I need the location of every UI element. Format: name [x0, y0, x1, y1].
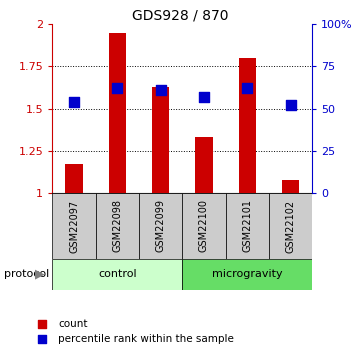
- Text: control: control: [98, 269, 136, 279]
- Text: GSM22098: GSM22098: [112, 199, 122, 253]
- Bar: [52, 193, 96, 259]
- Bar: [226, 193, 269, 259]
- Point: [71, 99, 77, 105]
- Text: GSM22102: GSM22102: [286, 199, 296, 253]
- Bar: [139, 193, 182, 259]
- Text: GDS928 / 870: GDS928 / 870: [132, 9, 229, 23]
- Point: [114, 86, 120, 91]
- Point: [201, 94, 207, 100]
- Text: GSM22100: GSM22100: [199, 199, 209, 253]
- Text: percentile rank within the sample: percentile rank within the sample: [58, 335, 234, 344]
- Bar: [282, 180, 299, 193]
- Bar: [182, 259, 312, 290]
- Bar: [96, 193, 139, 259]
- Bar: [239, 58, 256, 193]
- Text: count: count: [58, 319, 88, 329]
- Bar: [182, 193, 226, 259]
- Bar: [152, 87, 169, 193]
- Bar: [65, 165, 83, 193]
- Text: microgravity: microgravity: [212, 269, 283, 279]
- Text: GSM22101: GSM22101: [242, 199, 252, 253]
- Point: [39, 322, 45, 327]
- Bar: [195, 137, 213, 193]
- Point: [288, 102, 293, 108]
- Text: ▶: ▶: [35, 268, 45, 281]
- Bar: [109, 32, 126, 193]
- Bar: [269, 193, 312, 259]
- Point: [244, 86, 250, 91]
- Bar: [52, 259, 182, 290]
- Text: GSM22099: GSM22099: [156, 199, 166, 253]
- Point: [158, 87, 164, 93]
- Point: [39, 337, 45, 342]
- Text: GSM22097: GSM22097: [69, 199, 79, 253]
- Text: protocol: protocol: [4, 269, 49, 279]
